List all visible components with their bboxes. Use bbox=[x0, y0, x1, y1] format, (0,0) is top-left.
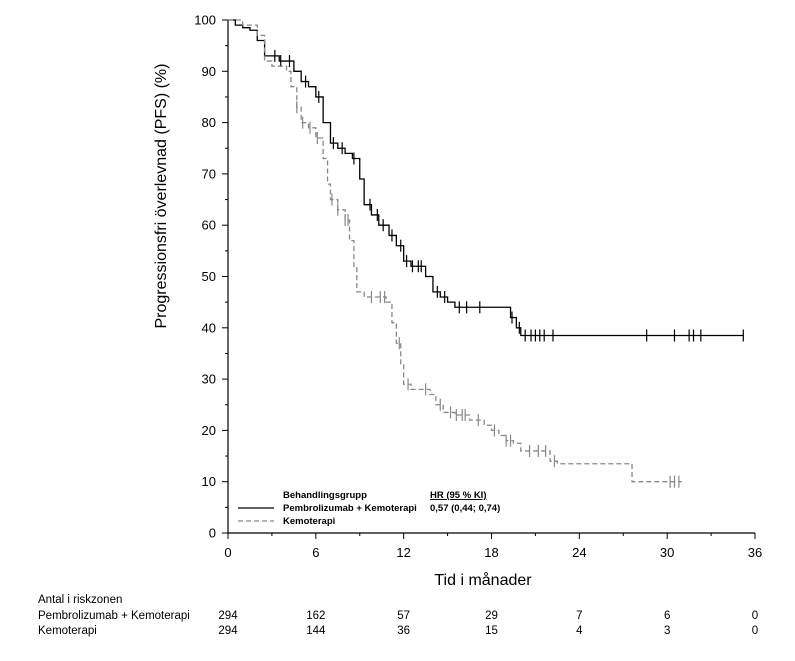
curve-pembro bbox=[228, 19, 744, 337]
y-axis-label: Progressionsfri överlevnad (PFS) (%) bbox=[153, 64, 170, 329]
legend: Behandlingsgrupp HR (95 % KI) Pembrolizu… bbox=[238, 490, 500, 527]
x-axis: 0 6 12 18 24 30 36 bbox=[224, 533, 762, 560]
legend-label-pembro: Pembrolizumab + Kemoterapi bbox=[283, 503, 417, 514]
y-tick-label: 90 bbox=[202, 64, 216, 79]
y-tick-label: 20 bbox=[202, 423, 216, 438]
x-tick-label: 6 bbox=[312, 545, 319, 560]
y-tick-label: 30 bbox=[202, 372, 216, 387]
y-tick-label: 40 bbox=[202, 320, 216, 335]
legend-hr-header: HR (95 % KI) bbox=[430, 490, 486, 501]
survival-curves bbox=[228, 19, 744, 488]
x-tick-label: 24 bbox=[572, 545, 586, 560]
y-tick-label: 70 bbox=[202, 166, 216, 181]
y-tick-label: 50 bbox=[202, 269, 216, 284]
legend-title: Behandlingsgrupp bbox=[283, 490, 367, 501]
y-tick-label: 80 bbox=[202, 115, 216, 130]
y-axis: 0 10 20 30 40 50 60 70 80 90 100 bbox=[194, 13, 228, 541]
x-tick-label: 30 bbox=[660, 545, 674, 560]
curve-kemo bbox=[228, 19, 682, 483]
y-tick-label: 10 bbox=[202, 474, 216, 489]
x-tick-label: 0 bbox=[224, 545, 231, 560]
x-tick-label: 12 bbox=[396, 545, 410, 560]
x-axis-label: Tid i månader bbox=[434, 571, 532, 589]
x-tick-label: 18 bbox=[484, 545, 498, 560]
plot-frame bbox=[227, 20, 755, 534]
y-tick-label: 0 bbox=[209, 526, 216, 541]
y-tick-label: 100 bbox=[194, 13, 216, 28]
x-tick-label: 36 bbox=[748, 545, 762, 560]
legend-label-kemo: Kemoterapi bbox=[283, 516, 335, 527]
y-tick-label: 60 bbox=[202, 218, 216, 233]
legend-hr-value: 0,57 (0,44; 0,74) bbox=[430, 503, 500, 514]
